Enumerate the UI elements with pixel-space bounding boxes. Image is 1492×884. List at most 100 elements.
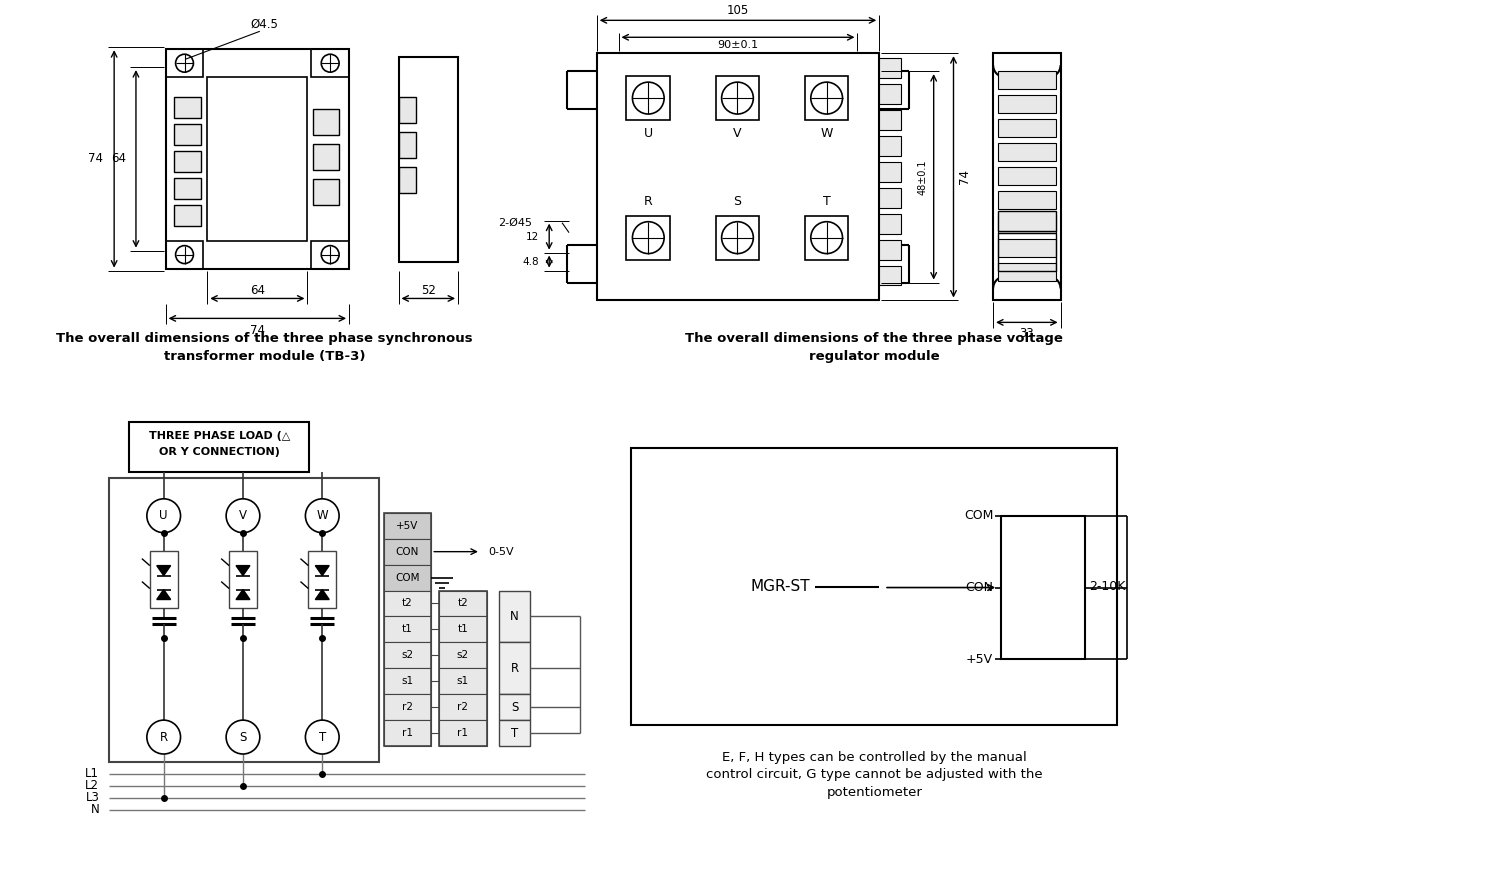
Bar [879, 110, 901, 130]
Text: 2-10K: 2-10K [1089, 580, 1125, 593]
Bar [716, 216, 759, 260]
Text: COM: COM [395, 573, 419, 583]
Text: regulator module: regulator module [809, 350, 940, 362]
Text: L3: L3 [85, 791, 100, 804]
Polygon shape [315, 566, 330, 575]
Bar [998, 143, 1055, 161]
Text: T: T [319, 730, 325, 743]
Bar [998, 72, 1055, 89]
Text: V: V [733, 127, 742, 141]
Text: t1: t1 [458, 624, 468, 635]
Bar [998, 119, 1055, 137]
Text: N: N [91, 804, 100, 816]
Text: potentiometer: potentiometer [827, 787, 922, 799]
Bar [383, 538, 431, 565]
Bar [879, 58, 901, 78]
Text: 74: 74 [249, 324, 266, 337]
Text: W: W [316, 509, 328, 522]
Bar [149, 551, 178, 608]
Bar [998, 210, 1055, 231]
Text: transformer module (TB-3): transformer module (TB-3) [164, 350, 366, 362]
Text: r1: r1 [401, 728, 413, 738]
Text: 12: 12 [527, 232, 539, 241]
Bar [879, 214, 901, 233]
Bar [879, 84, 901, 104]
Bar [879, 136, 901, 156]
Text: s2: s2 [457, 651, 468, 660]
Bar [230, 551, 257, 608]
Text: s1: s1 [401, 676, 413, 686]
Text: MGR-ST: MGR-ST [750, 579, 810, 594]
Text: S: S [239, 730, 246, 743]
Text: 64: 64 [110, 152, 125, 165]
Text: r1: r1 [458, 728, 468, 738]
Polygon shape [157, 590, 170, 599]
Polygon shape [236, 566, 251, 575]
Text: THREE PHASE LOAD (△: THREE PHASE LOAD (△ [149, 431, 289, 441]
Bar [398, 57, 458, 262]
Bar [173, 151, 201, 171]
Bar [879, 240, 901, 260]
Bar [879, 265, 901, 286]
Bar [498, 694, 530, 720]
Bar [998, 167, 1055, 185]
Bar [631, 448, 1118, 725]
Text: OR Y CONNECTION): OR Y CONNECTION) [158, 447, 279, 457]
Text: +5V: +5V [397, 521, 419, 530]
Bar [312, 50, 349, 77]
Text: COM: COM [964, 509, 994, 522]
Text: Ø4.5: Ø4.5 [251, 18, 279, 31]
Bar [383, 591, 431, 616]
Text: +5V: +5V [965, 652, 994, 666]
Bar [439, 591, 486, 746]
Bar [309, 551, 336, 608]
Bar [398, 132, 416, 158]
Text: 2-Ø45: 2-Ø45 [498, 217, 533, 228]
Text: L2: L2 [85, 780, 100, 792]
Text: 0-5V: 0-5V [488, 546, 513, 557]
Bar [716, 76, 759, 120]
Bar [313, 144, 339, 170]
Bar [128, 422, 309, 472]
Bar [173, 97, 201, 118]
Bar [998, 232, 1055, 271]
Bar [439, 720, 486, 746]
Bar [439, 694, 486, 720]
Bar [173, 124, 201, 145]
Text: 105: 105 [727, 4, 749, 17]
Bar [597, 53, 879, 301]
Bar [998, 191, 1055, 209]
Polygon shape [157, 566, 170, 575]
Bar [998, 95, 1055, 113]
Text: CON: CON [965, 581, 994, 594]
Text: E, F, H types can be controlled by the manual: E, F, H types can be controlled by the m… [722, 751, 1026, 764]
Bar [383, 616, 431, 643]
Text: R: R [510, 662, 519, 674]
Bar [627, 216, 670, 260]
Bar [804, 216, 849, 260]
Text: control circuit, G type cannot be adjusted with the: control circuit, G type cannot be adjust… [706, 768, 1043, 781]
Text: 64: 64 [249, 284, 266, 297]
Text: W: W [821, 127, 833, 141]
Bar [383, 513, 431, 538]
Text: U: U [643, 127, 653, 141]
Bar [313, 179, 339, 205]
Text: V: V [239, 509, 248, 522]
Text: t2: t2 [458, 598, 468, 608]
Text: 90±0.1: 90±0.1 [718, 41, 758, 50]
Text: R: R [645, 195, 652, 209]
Bar [166, 240, 203, 269]
Bar [383, 513, 431, 746]
Text: CON: CON [395, 546, 419, 557]
Bar [398, 167, 416, 193]
Bar [312, 240, 349, 269]
Text: N: N [510, 610, 519, 623]
Text: t2: t2 [403, 598, 413, 608]
Text: The overall dimensions of the three phase voltage: The overall dimensions of the three phas… [685, 332, 1064, 345]
Text: r2: r2 [401, 702, 413, 713]
Bar [998, 263, 1055, 280]
Bar [498, 643, 530, 694]
Bar [383, 643, 431, 668]
Bar [879, 187, 901, 208]
Bar [879, 162, 901, 182]
